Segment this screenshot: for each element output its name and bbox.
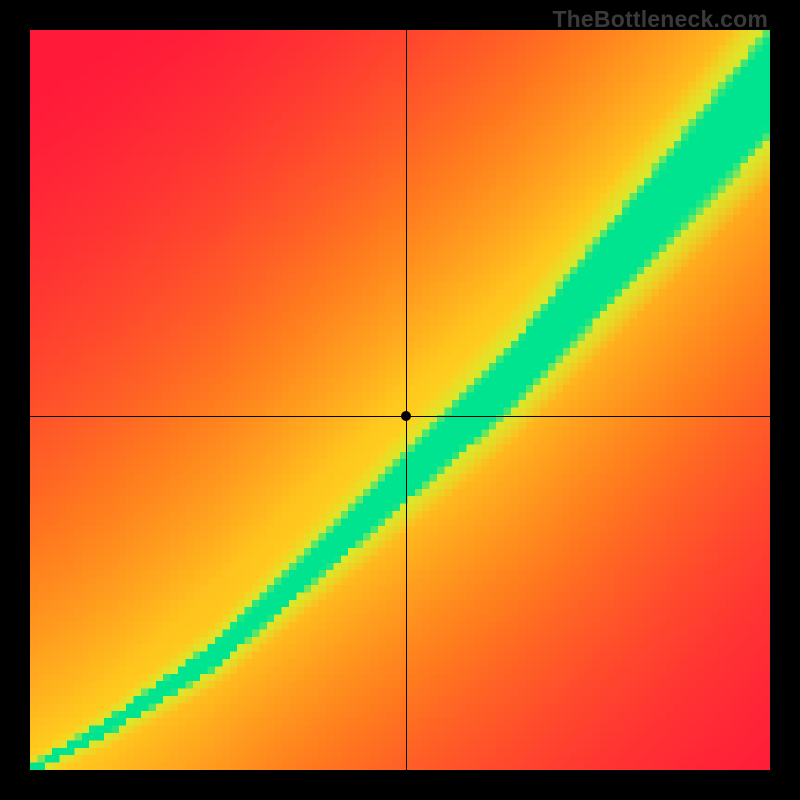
heatmap-canvas <box>30 30 770 770</box>
marker-dot <box>401 411 411 421</box>
watermark-text: TheBottleneck.com <box>552 6 768 33</box>
crosshair-vertical <box>406 30 407 770</box>
heatmap-plot <box>30 30 770 770</box>
